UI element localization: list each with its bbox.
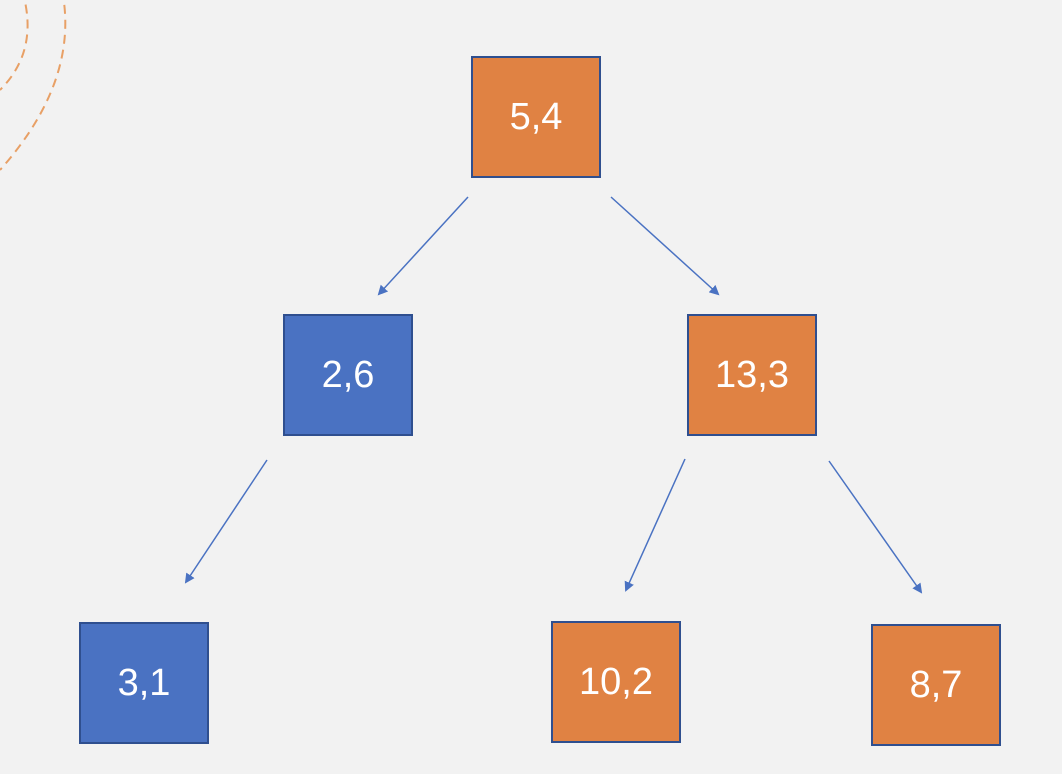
- node-label: 5,4: [509, 95, 563, 138]
- node-label: 3,1: [117, 661, 171, 704]
- node-label: 8,7: [909, 663, 963, 706]
- edge-2-6-to-3-1: [184, 459, 268, 584]
- node-10-2: 10,2: [551, 621, 681, 743]
- edge-5-4-to-13-3: [610, 196, 720, 296]
- edge-13-3-to-10-2: [624, 458, 686, 592]
- node-13-3: 13,3: [687, 314, 817, 436]
- node-label: 10,2: [579, 660, 653, 703]
- node-3-1: 3,1: [79, 622, 209, 744]
- node-8-7: 8,7: [871, 624, 1001, 746]
- decorative-arc-outer: [0, 0, 67, 171]
- node-2-6: 2,6: [283, 314, 413, 436]
- node-label: 2,6: [321, 353, 375, 396]
- node-label: 13,3: [715, 353, 789, 396]
- node-5-4: 5,4: [471, 56, 601, 178]
- edge-13-3-to-8-7: [828, 460, 923, 594]
- decorative-arc-inner: [0, 0, 29, 91]
- edge-5-4-to-2-6: [377, 196, 469, 296]
